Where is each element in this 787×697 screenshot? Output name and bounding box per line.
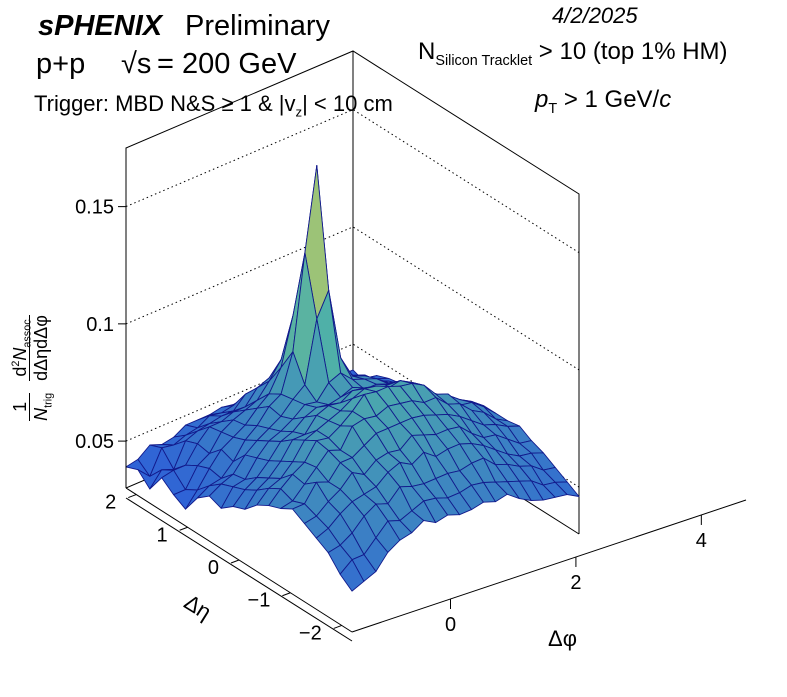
x-axis-line bbox=[125, 497, 353, 642]
x-axis-title: Δφ bbox=[548, 626, 577, 651]
ntrig-symbol: N bbox=[30, 407, 51, 421]
y-tick-label: −1 bbox=[248, 590, 271, 612]
z-gridline bbox=[125, 343, 580, 488]
grid-lines bbox=[125, 109, 580, 488]
y-tick-label: 0 bbox=[208, 557, 219, 579]
pt-prefix: p bbox=[535, 86, 549, 113]
status-label: Preliminary bbox=[185, 10, 331, 42]
x-tick-label: 4 bbox=[696, 530, 707, 552]
prefactor-denominator: Ntrig bbox=[28, 392, 54, 421]
tick-labels: 0 2 4 −2 −1 0 1 2 0.05 0.1 0.15 bbox=[75, 197, 707, 645]
trigger-text: Trigger: MBD N&S ≥ 1 & |v bbox=[34, 91, 296, 116]
z-gridline bbox=[125, 109, 580, 254]
tracklet-cut: NSilicon Tracklet > 10 (top 1% HM) bbox=[418, 38, 728, 68]
surface-cell bbox=[339, 559, 365, 592]
x-axis-baseline bbox=[351, 499, 747, 633]
derivative-denominator: dΔηdΔφ bbox=[28, 315, 51, 381]
energy-value: = 200 GeV bbox=[157, 48, 297, 80]
y-tick-label: 2 bbox=[105, 492, 116, 514]
y-tick-label: −2 bbox=[299, 622, 322, 644]
derivative-numerator: d2Nassoc bbox=[9, 319, 34, 377]
tracklet-condition: > 10 (top 1% HM) bbox=[538, 38, 728, 65]
z-tick-label: 0.15 bbox=[75, 197, 114, 219]
numerator-power: 2 bbox=[9, 360, 22, 367]
energy-symbol: √s bbox=[121, 48, 152, 80]
date-label: 4/2/2025 bbox=[552, 3, 638, 28]
y-tick bbox=[179, 526, 188, 531]
z-tick-label: 0.05 bbox=[75, 431, 114, 453]
y-tick bbox=[282, 592, 291, 597]
axes bbox=[118, 148, 747, 642]
derivative-fraction: d2Nassoc dΔηdΔφ bbox=[9, 315, 51, 381]
tracklet-prefix: N bbox=[418, 38, 436, 65]
prefactor-numerator: 1 bbox=[9, 401, 30, 412]
numerator-d: d bbox=[9, 366, 30, 377]
experiment-label: sPHENIX bbox=[38, 10, 163, 42]
x-tick-label: 2 bbox=[570, 572, 581, 594]
y-tick bbox=[333, 624, 342, 629]
numerator-n: N bbox=[9, 347, 30, 361]
pt-subscript: T bbox=[548, 100, 558, 117]
pt-cut: pT > 1 GeV/c bbox=[535, 86, 672, 116]
prefactor: 1 Ntrig bbox=[9, 392, 54, 421]
tracklet-subscript: Silicon Tracklet bbox=[435, 52, 533, 69]
collision-label: p+p bbox=[36, 48, 86, 80]
trigger-subscript: z bbox=[295, 104, 303, 120]
ntrig-subscript: trig bbox=[42, 392, 55, 408]
y-tick bbox=[230, 559, 240, 564]
x-tick-label: 0 bbox=[445, 614, 456, 636]
z-axis-title: 1 Ntrig d2Nassoc dΔηdΔφ bbox=[5, 228, 55, 508]
y-tick-label: 1 bbox=[157, 524, 168, 546]
surface-mesh bbox=[125, 165, 580, 592]
pt-condition: > 1 GeV/ bbox=[563, 86, 660, 113]
y-tick bbox=[128, 494, 137, 499]
z-gridline bbox=[125, 226, 580, 371]
trigger-label: Trigger: MBD N&S ≥ 1 & |vz| < 10 cm bbox=[34, 91, 393, 119]
trigger-tail: | < 10 cm bbox=[302, 91, 393, 116]
z-tick-label: 0.1 bbox=[86, 314, 114, 336]
pt-unit: c bbox=[659, 86, 672, 113]
